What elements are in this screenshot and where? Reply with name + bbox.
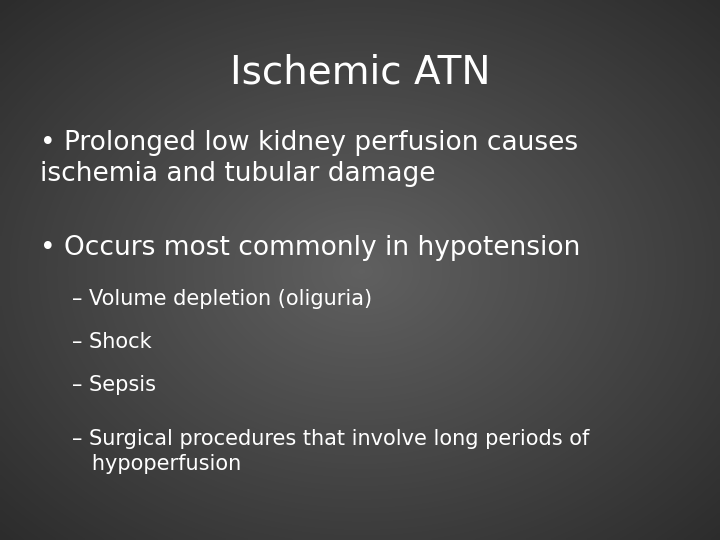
Text: Ischemic ATN: Ischemic ATN	[230, 54, 490, 92]
Text: • Prolonged low kidney perfusion causes
ischemia and tubular damage: • Prolonged low kidney perfusion causes …	[40, 130, 577, 187]
Text: – Shock: – Shock	[72, 332, 152, 352]
Text: – Surgical procedures that involve long periods of
   hypoperfusion: – Surgical procedures that involve long …	[72, 429, 590, 474]
Text: • Occurs most commonly in hypotension: • Occurs most commonly in hypotension	[40, 235, 580, 261]
Text: – Sepsis: – Sepsis	[72, 375, 156, 395]
Text: – Volume depletion (oliguria): – Volume depletion (oliguria)	[72, 289, 372, 309]
